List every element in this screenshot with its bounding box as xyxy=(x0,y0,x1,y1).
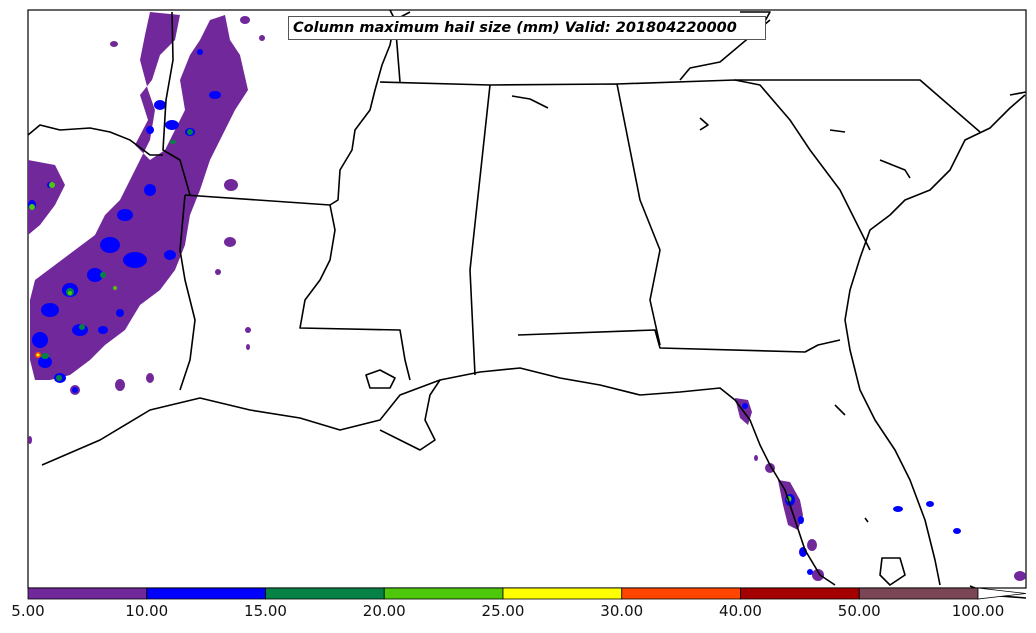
colorbar-tick-label: 15.00 xyxy=(244,602,287,620)
colorbar-swatch xyxy=(146,587,266,600)
colorbar-tick-label: 40.00 xyxy=(719,602,762,620)
map-title: Column maximum hail size (mm) Valid: 201… xyxy=(288,16,766,40)
colorbar-tick-label: 30.00 xyxy=(600,602,644,620)
colorbar-tick-label: 10.00 xyxy=(125,602,169,620)
colorbar-swatch xyxy=(858,587,979,600)
colorbar xyxy=(27,587,1027,600)
colorbar-tick-label: 25.00 xyxy=(481,602,525,620)
map-frame xyxy=(27,9,1027,589)
colorbar-swatch xyxy=(383,587,504,600)
colorbar-tick-label: 100.00 xyxy=(951,602,1005,620)
colorbar-tick-label: 50.00 xyxy=(837,602,881,620)
colorbar-swatch xyxy=(265,587,385,600)
colorbar-swatch xyxy=(502,587,623,600)
coastlines-and-borders xyxy=(27,9,1027,599)
colorbar-swatch xyxy=(740,587,860,600)
colorbar-extension xyxy=(977,587,1027,600)
colorbar-tick-label: 20.00 xyxy=(362,602,406,620)
colorbar-tick-label: 5.00 xyxy=(11,602,45,620)
colorbar-swatch xyxy=(27,587,148,600)
colorbar-swatch xyxy=(621,587,741,600)
